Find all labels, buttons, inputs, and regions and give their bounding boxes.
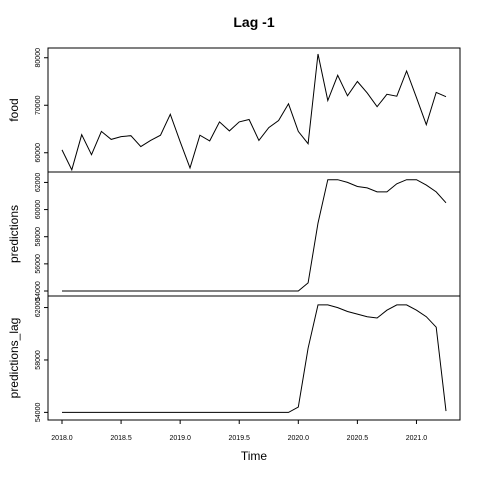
x-axis: 2018.0 2018.5 2019.0 2019.5 2020.0 2020.5 2021…: [51, 419, 428, 442]
chart-title: Lag -1: [233, 14, 274, 30]
y-tick-label-predictions: 54000: [35, 281, 42, 301]
y-tick-label-predictions-lag: 58000: [35, 350, 42, 370]
y-axis-label-predictions-lag: predictions_lag: [7, 318, 21, 399]
panel-food-frame: [47, 47, 461, 173]
y-axis-label-food: food: [7, 98, 21, 121]
y-tick-label-predictions: 58000: [35, 227, 42, 247]
y-tick-label-food: 60000: [35, 143, 42, 163]
x-axis-label: Time: [241, 449, 268, 463]
series-line-predictions-lag: [62, 304, 447, 413]
panel-predictions-lag: predictions_lag 54000 58000 62000: [7, 298, 447, 423]
y-tick-label-predictions-lag: 54000: [35, 403, 42, 423]
y-tick-label-food: 80000: [35, 48, 42, 68]
x-tick-label: 2018.5: [110, 435, 132, 442]
panel-predictions: predictions 54000 56000 58000 60000 62000: [7, 173, 447, 301]
panel-predictions-lag-frame: [47, 295, 461, 421]
y-tick-label-food: 70000: [35, 95, 42, 115]
y-tick-label-predictions: 56000: [35, 254, 42, 274]
y-axis-label-predictions: predictions: [7, 205, 21, 263]
series-line-predictions: [62, 179, 447, 292]
y-tick-label-predictions: 60000: [35, 200, 42, 220]
panel-food: food 60000 70000 80000: [7, 48, 447, 172]
y-tick-label-predictions-lag: 62000: [35, 298, 42, 318]
series-line-food: [61, 53, 447, 172]
x-tick-label: 2019.5: [229, 435, 251, 442]
x-tick-label: 2018.0: [51, 435, 73, 442]
panels-layer: food 60000 70000 80000 predictions 54000 56000…: [7, 48, 447, 423]
x-tick-label: 2021.0: [406, 435, 428, 442]
x-tick-label: 2019.0: [169, 435, 191, 442]
x-tick-label: 2020.0: [288, 435, 310, 442]
x-tick-label: 2020.5: [347, 435, 369, 442]
panel-predictions-frame: [47, 171, 461, 297]
y-tick-label-predictions: 62000: [35, 173, 42, 193]
